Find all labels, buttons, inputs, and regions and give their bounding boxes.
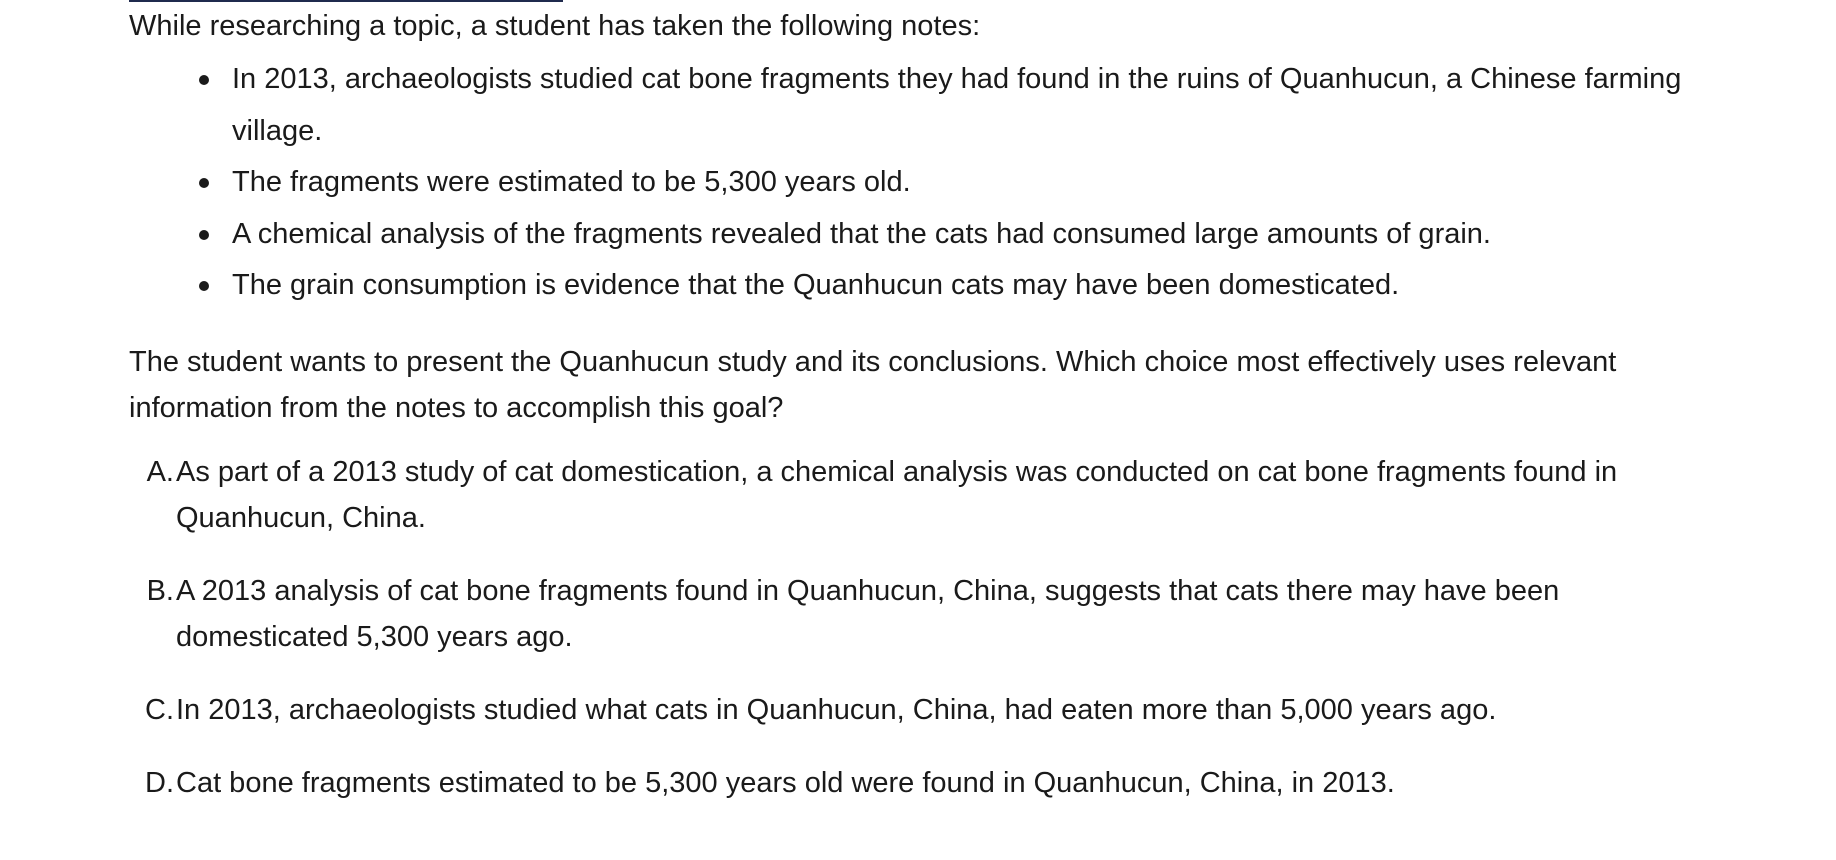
choice-d[interactable]: D. Cat bone fragments estimated to be 5,… bbox=[129, 760, 1729, 806]
note-item: A chemical analysis of the fragments rev… bbox=[129, 209, 1689, 261]
top-divider bbox=[129, 0, 563, 2]
intro-text: While researching a topic, a student has… bbox=[129, 10, 981, 42]
choice-a[interactable]: A. As part of a 2013 study of cat domest… bbox=[129, 449, 1729, 541]
answer-choices: A. As part of a 2013 study of cat domest… bbox=[129, 449, 1729, 833]
choice-letter: B. bbox=[146, 575, 174, 607]
note-item: The grain consumption is evidence that t… bbox=[129, 260, 1689, 312]
choice-b[interactable]: B. A 2013 analysis of cat bone fragments… bbox=[129, 568, 1729, 660]
note-item: In 2013, archaeologists studied cat bone… bbox=[129, 54, 1689, 157]
note-item: The fragments were estimated to be 5,300… bbox=[129, 157, 1689, 209]
choice-text: In 2013, archaeologists studied what cat… bbox=[176, 694, 1497, 726]
choice-letter: D. bbox=[145, 767, 174, 799]
choice-letter: A. bbox=[146, 456, 174, 488]
choice-letter: C. bbox=[145, 694, 174, 726]
notes-list: In 2013, archaeologists studied cat bone… bbox=[129, 54, 1689, 312]
question-prompt: The student wants to present the Quanhuc… bbox=[129, 346, 1617, 424]
choice-text: Cat bone fragments estimated to be 5,300… bbox=[176, 767, 1395, 799]
choice-c[interactable]: C. In 2013, archaeologists studied what … bbox=[129, 687, 1729, 733]
choice-text: As part of a 2013 study of cat domestica… bbox=[176, 456, 1618, 534]
choice-text: A 2013 analysis of cat bone fragments fo… bbox=[176, 575, 1560, 653]
